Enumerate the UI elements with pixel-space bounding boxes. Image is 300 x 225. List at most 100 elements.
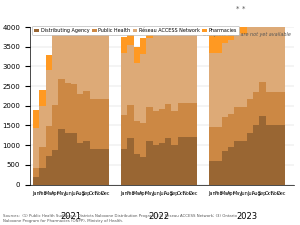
Bar — [64, 0, 71, 3]
Bar — [83, 7, 90, 91]
Bar — [46, 156, 52, 184]
Bar — [190, 103, 196, 137]
Bar — [260, 116, 266, 184]
Bar — [234, 33, 241, 107]
Bar — [278, 0, 285, 92]
Bar — [178, 25, 184, 103]
Bar — [146, 107, 153, 141]
Bar — [253, 6, 260, 92]
Bar — [184, 137, 190, 184]
Bar — [159, 109, 165, 143]
Bar — [77, 144, 83, 184]
Bar — [134, 47, 140, 63]
Bar — [77, 0, 83, 14]
Bar — [159, 143, 165, 184]
Bar — [209, 53, 215, 127]
Bar — [209, 161, 215, 184]
Text: *: * — [236, 5, 239, 11]
Bar — [83, 141, 90, 184]
Bar — [140, 38, 146, 54]
Bar — [39, 147, 46, 168]
Bar — [171, 145, 178, 184]
Bar — [39, 90, 46, 106]
Bar — [171, 34, 178, 111]
Bar — [171, 14, 178, 34]
Bar — [52, 19, 58, 35]
Bar — [272, 125, 278, 184]
Bar — [222, 43, 228, 117]
Bar — [253, 125, 260, 184]
Bar — [215, 127, 222, 161]
Bar — [146, 38, 153, 107]
Bar — [121, 53, 127, 115]
Bar — [228, 147, 234, 184]
Bar — [209, 127, 215, 161]
Bar — [52, 35, 58, 105]
Bar — [46, 126, 52, 156]
Bar — [46, 55, 52, 70]
Bar — [228, 19, 234, 40]
Bar — [96, 99, 102, 149]
Bar — [171, 111, 178, 145]
Bar — [247, 1, 253, 22]
Bar — [64, 3, 71, 83]
Bar — [83, 0, 90, 7]
Bar — [228, 40, 234, 114]
Bar — [222, 23, 228, 43]
Bar — [159, 32, 165, 109]
Bar — [64, 83, 71, 133]
Bar — [77, 14, 83, 94]
Bar — [134, 63, 140, 121]
Bar — [90, 99, 96, 149]
Bar — [102, 8, 109, 23]
Bar — [102, 149, 109, 184]
Bar — [253, 0, 260, 6]
Bar — [241, 13, 247, 34]
Bar — [241, 141, 247, 184]
Bar — [102, 23, 109, 99]
Bar — [90, 20, 96, 99]
Bar — [178, 137, 184, 184]
Legend: Distributing Agency, Public Health, Réseau ACCESS Network, Pharmacies: Distributing Agency, Public Health, Rése… — [32, 26, 239, 35]
Bar — [215, 53, 222, 127]
Bar — [33, 168, 39, 177]
Text: 2021: 2021 — [60, 212, 81, 221]
Bar — [260, 0, 266, 82]
Bar — [52, 150, 58, 184]
Bar — [96, 149, 102, 184]
Bar — [190, 137, 196, 184]
Bar — [222, 151, 228, 184]
Bar — [71, 83, 77, 133]
Bar — [90, 4, 96, 20]
Bar — [58, 0, 64, 4]
Bar — [128, 45, 134, 105]
Bar — [121, 115, 127, 149]
Bar — [228, 114, 234, 147]
Bar — [153, 35, 159, 111]
Bar — [146, 23, 153, 38]
Bar — [58, 79, 64, 129]
Bar — [140, 123, 146, 157]
Bar — [39, 106, 46, 147]
Bar — [184, 103, 190, 137]
Bar — [184, 25, 190, 103]
Bar — [128, 29, 134, 45]
Bar — [272, 92, 278, 125]
Bar — [159, 12, 165, 32]
Bar — [241, 34, 247, 107]
Bar — [215, 32, 222, 53]
Bar — [247, 22, 253, 99]
Bar — [190, 0, 196, 18]
Bar — [165, 22, 171, 104]
Bar — [178, 5, 184, 25]
Bar — [215, 161, 222, 184]
Text: *: * — [242, 6, 245, 12]
Bar — [178, 103, 184, 137]
Text: 2022: 2022 — [148, 212, 170, 221]
Bar — [83, 91, 90, 141]
Bar — [234, 141, 241, 184]
Bar — [253, 92, 260, 125]
Bar — [165, 1, 171, 22]
Bar — [209, 32, 215, 53]
Bar — [121, 37, 127, 53]
